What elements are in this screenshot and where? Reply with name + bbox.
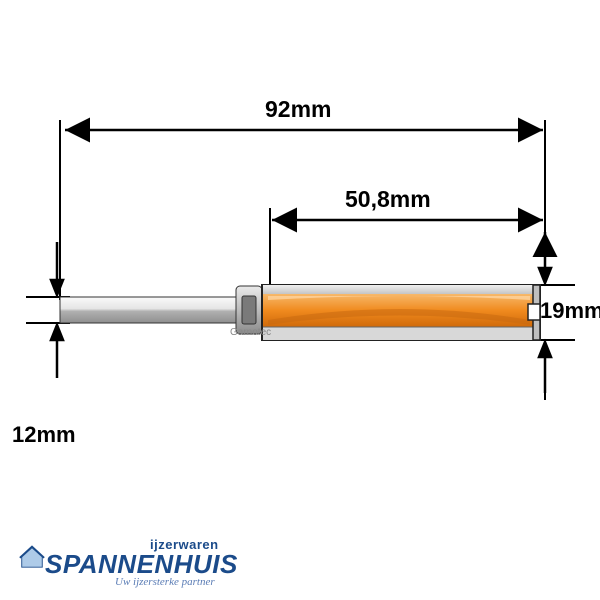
logo-main-text: SPANNENHUIS xyxy=(45,551,238,577)
dim-overall-length: 92mm xyxy=(265,96,331,123)
router-bit xyxy=(60,285,540,340)
witness-lines xyxy=(26,120,575,400)
dim-cutting-diameter: 19mm xyxy=(540,298,600,324)
dimension-arrows xyxy=(51,130,551,393)
logo-house-icon xyxy=(18,542,46,570)
brand-logo: ijzerwaren SPANNENHUIS Uw ijzersterke pa… xyxy=(45,538,238,588)
watermark-text: Garnotec xyxy=(230,327,271,338)
dim-shank-diameter: 12mm xyxy=(12,422,76,448)
dim-cutting-length: 50,8mm xyxy=(345,186,431,213)
diagram-canvas xyxy=(0,0,600,600)
